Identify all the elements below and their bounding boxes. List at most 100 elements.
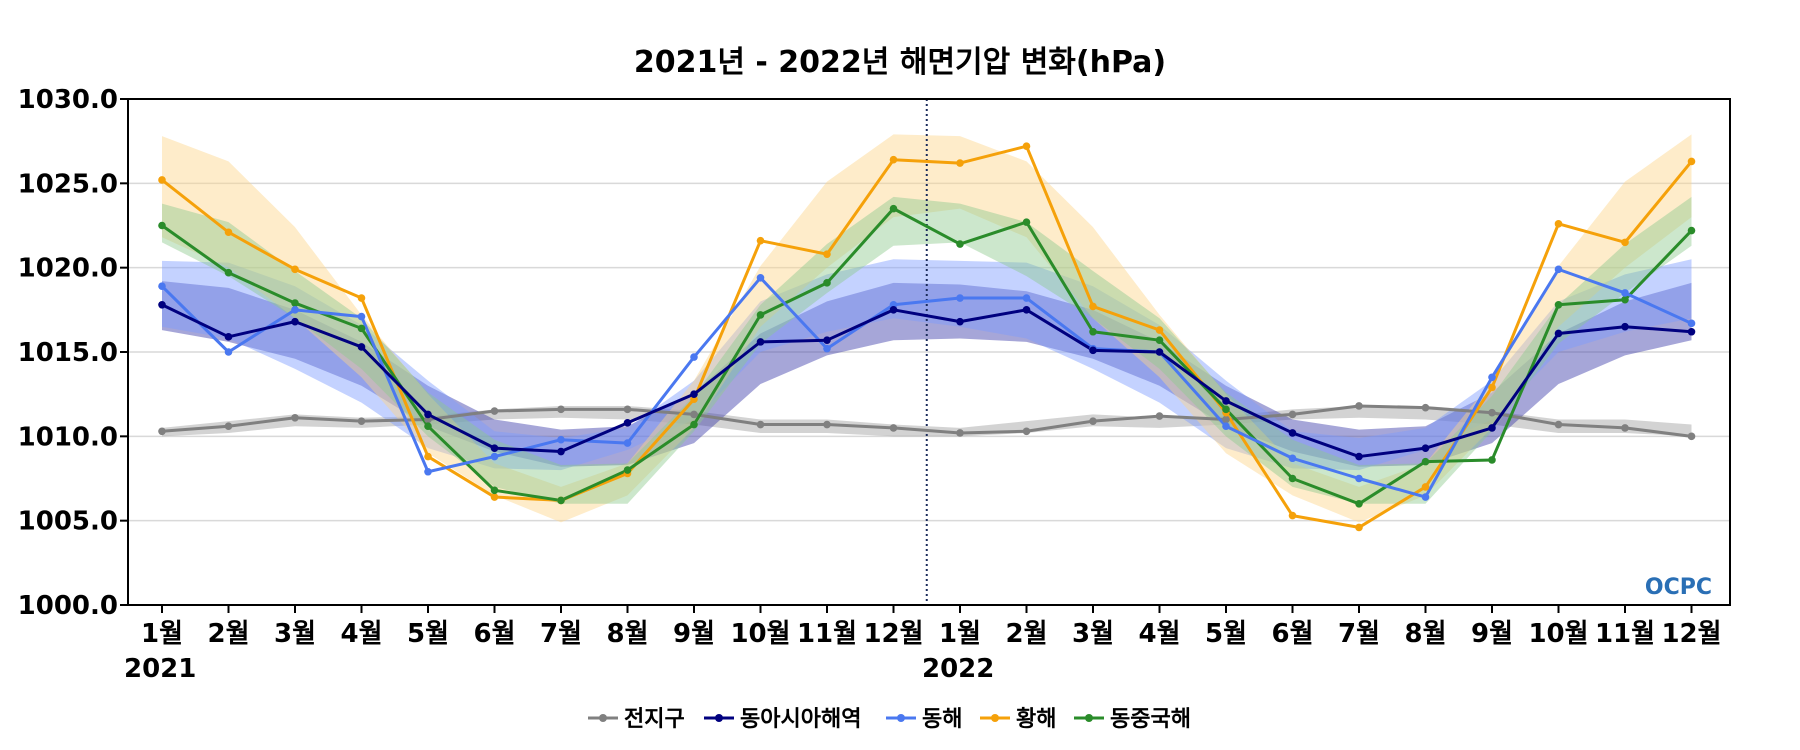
- x-axis-ticks: 1월 2월 3월 4월 5월 6월 7월 8월 9월 10월 11월 12월 1월 2월 3월 4월 5월 6월 7…: [124, 605, 1722, 684]
- x-tick-label: 2월: [1005, 619, 1047, 649]
- x-tick-label: 1월: [939, 619, 981, 649]
- x-tick-label: 9월: [1471, 619, 1513, 649]
- data-point: [1488, 424, 1496, 432]
- x-tick-label: 8월: [606, 619, 648, 649]
- data-point: [1621, 238, 1629, 247]
- data-point: [1089, 417, 1097, 425]
- data-point: [1288, 474, 1297, 483]
- x-tick-label: 12월: [863, 619, 923, 649]
- x-tick-label: 12월: [1661, 619, 1721, 649]
- data-point: [224, 268, 233, 277]
- data-point: [1022, 142, 1031, 151]
- data-point: [1421, 457, 1430, 466]
- data-point: [1089, 346, 1097, 355]
- y-tick-label: 1030.0: [18, 85, 118, 115]
- data-point: [1022, 427, 1031, 436]
- data-point: [823, 420, 831, 429]
- series-line: [160, 267, 1693, 499]
- series-lines: [160, 144, 1693, 529]
- data-point: [1687, 327, 1696, 336]
- data-point: [1421, 493, 1430, 501]
- data-point: [1488, 408, 1496, 417]
- data-point: [1288, 454, 1297, 463]
- legend-label: 전지구: [624, 707, 685, 732]
- data-point: [756, 273, 765, 282]
- data-point: [956, 317, 964, 326]
- x-tick-label: 4월: [340, 619, 382, 649]
- x-tick-label: 3월: [1072, 619, 1114, 649]
- legend: 전지구 동아시아해역 동해 황해 동중국해: [588, 707, 1191, 732]
- y-tick-label: 1005.0: [18, 507, 118, 537]
- data-point: [1621, 289, 1629, 297]
- data-point: [224, 228, 233, 237]
- data-point: [424, 410, 432, 419]
- data-point: [1687, 432, 1696, 441]
- x-tick-label: 8월: [1404, 619, 1446, 649]
- data-point: [1554, 329, 1563, 338]
- x-tick-label: 2월: [207, 619, 249, 649]
- data-point: [823, 250, 831, 258]
- data-point: [1288, 410, 1297, 419]
- data-point: [1355, 402, 1363, 410]
- x-tick-label: 9월: [673, 619, 715, 649]
- data-point: [424, 467, 432, 476]
- data-point: [291, 317, 299, 326]
- x-tick-label: 5월: [407, 619, 449, 649]
- data-point: [623, 466, 632, 474]
- data-point: [1687, 157, 1696, 166]
- data-point: [690, 353, 698, 361]
- data-point: [357, 312, 366, 321]
- data-point: [1222, 422, 1230, 431]
- y-tick-label: 1010.0: [18, 422, 118, 452]
- range-band: [162, 134, 1692, 523]
- data-point: [1355, 523, 1363, 532]
- data-point: [291, 299, 299, 307]
- data-point: [1621, 322, 1629, 331]
- data-point: [557, 447, 565, 456]
- data-point: [1554, 220, 1563, 228]
- data-point: [158, 221, 166, 230]
- data-point: [956, 240, 964, 248]
- data-point: [1355, 500, 1363, 508]
- data-point: [291, 306, 299, 314]
- data-point: [357, 343, 366, 351]
- data-point: [756, 311, 765, 319]
- data-point: [756, 420, 765, 429]
- data-point: [823, 336, 831, 344]
- data-point: [291, 413, 299, 422]
- x-tick-label: 6월: [1271, 619, 1313, 649]
- data-point: [1155, 326, 1164, 334]
- legend-item: 동중국해: [1074, 707, 1191, 732]
- data-point: [490, 444, 499, 452]
- series-points: [158, 142, 1696, 532]
- y-tick-label: 1000.0: [18, 591, 118, 621]
- data-point: [490, 407, 499, 415]
- y-tick-label: 1025.0: [18, 169, 118, 199]
- x-tick-label: 11월: [1595, 619, 1655, 649]
- data-point: [1488, 456, 1496, 464]
- series-line: [161, 144, 1693, 529]
- data-point: [490, 493, 499, 501]
- series-line: [161, 404, 1692, 438]
- legend-label: 황해: [1016, 707, 1056, 732]
- data-point: [1621, 424, 1629, 432]
- data-point: [889, 424, 898, 432]
- data-point: [224, 333, 233, 341]
- data-point: [557, 496, 565, 505]
- data-point: [1488, 383, 1496, 392]
- data-point: [623, 419, 632, 427]
- data-point: [158, 176, 166, 184]
- data-point: [1421, 483, 1430, 491]
- data-point: [490, 452, 499, 461]
- data-point: [889, 204, 898, 213]
- data-point: [224, 348, 233, 356]
- x-tick-label: 6월: [473, 619, 515, 649]
- x-tick-label: 5월: [1205, 619, 1247, 649]
- data-point: [1155, 348, 1164, 356]
- data-point: [1554, 420, 1563, 429]
- data-point: [690, 410, 698, 419]
- data-point: [357, 294, 366, 302]
- legend-marker: [715, 714, 723, 722]
- x-tick-label: 10월: [1528, 619, 1588, 649]
- data-point: [158, 427, 166, 436]
